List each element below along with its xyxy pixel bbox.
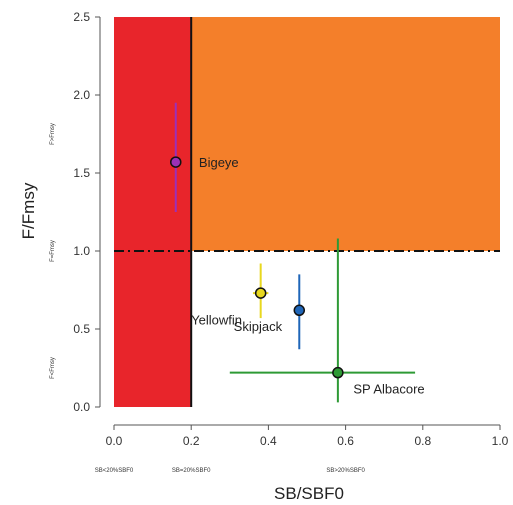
x-zone-label: SB>20%SBF0 bbox=[326, 468, 365, 474]
x-tick-label: 0.0 bbox=[106, 434, 123, 448]
x-tick-label: 0.4 bbox=[260, 434, 277, 448]
y-zone-label: F<Fmsy bbox=[50, 357, 56, 379]
y-tick-label: 0.0 bbox=[73, 400, 90, 414]
x-zone-label: SB<20%SBF0 bbox=[95, 468, 134, 474]
x-tick-label: 0.6 bbox=[337, 434, 354, 448]
zone-red bbox=[114, 17, 191, 407]
x-axis-title: SB/SBF0 bbox=[274, 484, 344, 503]
skipjack-point bbox=[294, 305, 304, 315]
x-tick-label: 0.2 bbox=[183, 434, 200, 448]
y-zone-label: F=Fmsy bbox=[50, 240, 56, 262]
x-tick-label: 1.0 bbox=[492, 434, 509, 448]
x-tick-label: 0.8 bbox=[414, 434, 431, 448]
y-tick-label: 1.5 bbox=[73, 166, 90, 180]
zone-orange bbox=[191, 17, 500, 251]
yellowfin-point bbox=[256, 288, 266, 298]
y-tick-label: 1.0 bbox=[73, 244, 90, 258]
y-tick-label: 2.5 bbox=[73, 10, 90, 24]
sp-albacore-label: SP Albacore bbox=[353, 381, 424, 396]
y-tick-label: 2.0 bbox=[73, 88, 90, 102]
bigeye-point bbox=[171, 157, 181, 167]
y-zone-label: F>Fmsy bbox=[50, 123, 56, 145]
y-tick-label: 0.5 bbox=[73, 322, 90, 336]
y-axis-title: F/Fmsy bbox=[19, 182, 38, 239]
sp-albacore-point bbox=[333, 368, 343, 378]
skipjack-label: Skipjack bbox=[234, 319, 283, 334]
bigeye-label: Bigeye bbox=[199, 155, 239, 170]
x-zone-label: SB=20%SBF0 bbox=[172, 468, 211, 474]
zones-layer bbox=[114, 17, 500, 407]
